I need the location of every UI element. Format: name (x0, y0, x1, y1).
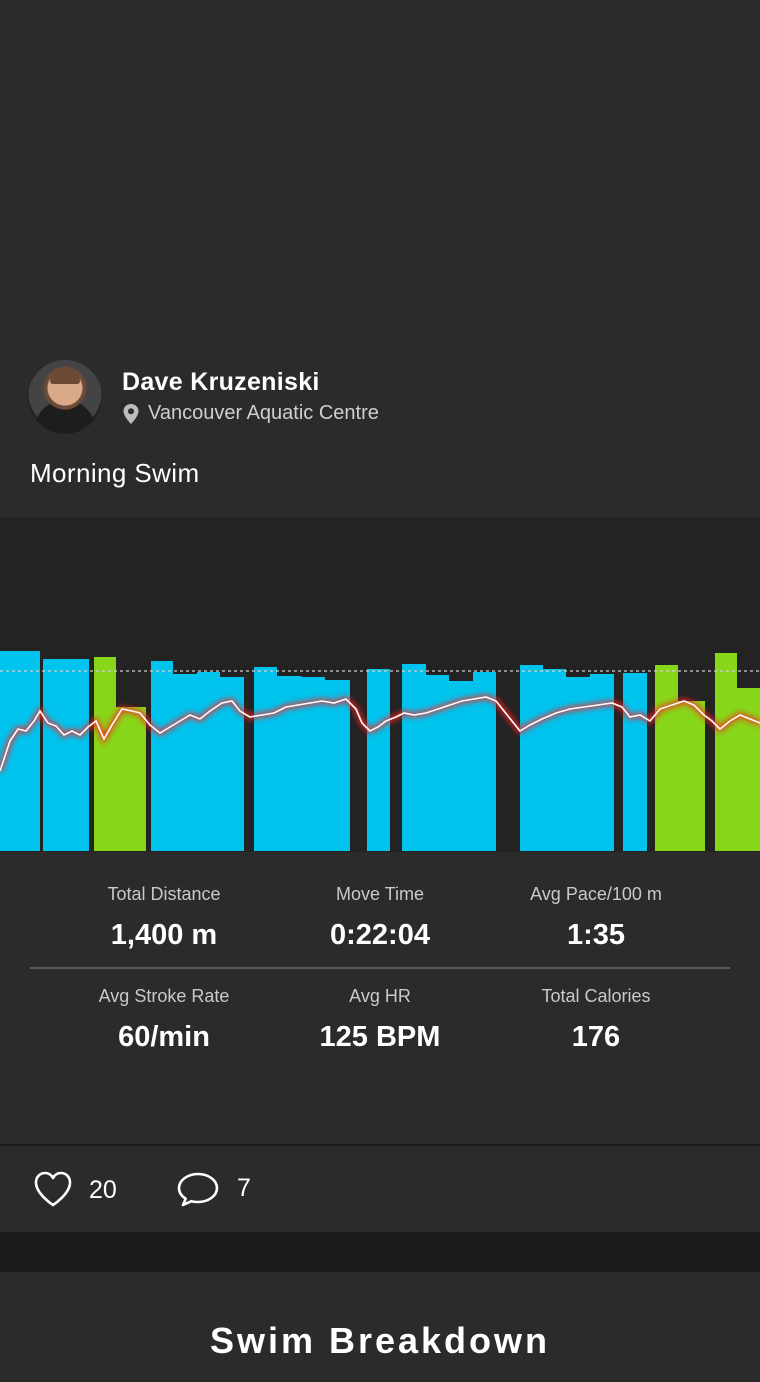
avatar[interactable] (28, 360, 102, 434)
stat-value: 60/min (118, 1021, 210, 1053)
stat-label: Total Calories (541, 986, 651, 1006)
section-separator (0, 1232, 760, 1272)
bar-other_stroke-22[interactable] (655, 665, 678, 851)
bar-freestyle-19[interactable] (566, 677, 590, 851)
bar-other_stroke-23[interactable] (678, 701, 705, 851)
speech-bubble-icon[interactable] (176, 1170, 220, 1208)
bar-freestyle-11[interactable] (325, 680, 350, 851)
swim-breakdown-section: Swim Breakdown (0, 1272, 760, 1382)
bar-freestyle-18[interactable] (543, 669, 566, 851)
stat-value: 125 BPM (319, 1021, 441, 1053)
comment-count: 7 (237, 1174, 251, 1202)
bar-freestyle-8[interactable] (254, 667, 277, 851)
swim-chart-svg (0, 651, 760, 851)
stat-avg-pace: Avg Pace/100 m 1:35 (476, 884, 716, 952)
swim-chart[interactable] (0, 518, 760, 852)
avatar-hair (50, 370, 80, 384)
bar-freestyle-6[interactable] (197, 672, 220, 851)
bar-freestyle-9[interactable] (277, 676, 301, 851)
activity-title: Morning Swim (30, 458, 200, 488)
stat-avg-hr: Avg HR 125 BPM (260, 986, 500, 1054)
bar-other_stroke-2[interactable] (94, 657, 116, 851)
social-divider (0, 1144, 760, 1146)
bar-freestyle-12[interactable] (367, 669, 390, 851)
stat-avg-stroke-rate: Avg Stroke Rate 60/min (44, 986, 284, 1054)
stat-value: 176 (571, 1021, 621, 1053)
map-pin-icon (123, 403, 139, 424)
stat-value: 0:22:04 (330, 919, 430, 951)
bar-freestyle-17[interactable] (520, 665, 543, 851)
bar-freestyle-5[interactable] (173, 674, 197, 851)
stats-divider (30, 967, 730, 969)
stat-label: Total Distance (107, 884, 221, 904)
bar-other_stroke-3[interactable] (116, 707, 146, 851)
stat-label: Avg Pace/100 m (530, 884, 662, 904)
stat-value: 1,400 m (110, 919, 218, 951)
stat-label: Avg HR (349, 986, 411, 1006)
bar-other_stroke-25[interactable] (737, 688, 760, 851)
stats-panel: Total Distance 1,400 m Move Time 0:22:04… (0, 852, 760, 1144)
like-count: 20 (89, 1176, 117, 1204)
bar-freestyle-15[interactable] (449, 681, 473, 851)
stat-total-distance: Total Distance 1,400 m (44, 884, 284, 952)
stat-label: Move Time (335, 884, 425, 904)
activity-profile[interactable]: Dave Kruzeniski Vancouver Aquatic Centre (28, 360, 728, 434)
bar-freestyle-7[interactable] (220, 677, 244, 851)
header-blank-area (0, 0, 760, 340)
location-name: Vancouver Aquatic Centre (148, 402, 379, 424)
stat-value: 1:35 (566, 919, 626, 951)
bar-freestyle-14[interactable] (426, 675, 449, 851)
swim-breakdown-title: Swim Breakdown (209, 1320, 551, 1361)
social-bar: 20 7 (0, 1146, 760, 1232)
user-name[interactable]: Dave Kruzeniski (122, 368, 320, 396)
stat-move-time: Move Time 0:22:04 (260, 884, 500, 952)
bar-other_stroke-24[interactable] (715, 653, 737, 851)
heart-icon[interactable] (33, 1170, 73, 1208)
bar-freestyle-13[interactable] (402, 664, 426, 851)
stat-label: Avg Stroke Rate (98, 986, 230, 1006)
stat-total-calories: Total Calories 176 (476, 986, 716, 1054)
bar-freestyle-4[interactable] (151, 661, 173, 851)
bar-freestyle-20[interactable] (590, 674, 614, 851)
bar-freestyle-16[interactable] (473, 672, 496, 851)
bar-freestyle-1[interactable] (43, 659, 89, 851)
bar-freestyle-21[interactable] (623, 673, 647, 851)
heart-rate-line (0, 696, 760, 772)
location-row: Vancouver Aquatic Centre (122, 402, 379, 425)
